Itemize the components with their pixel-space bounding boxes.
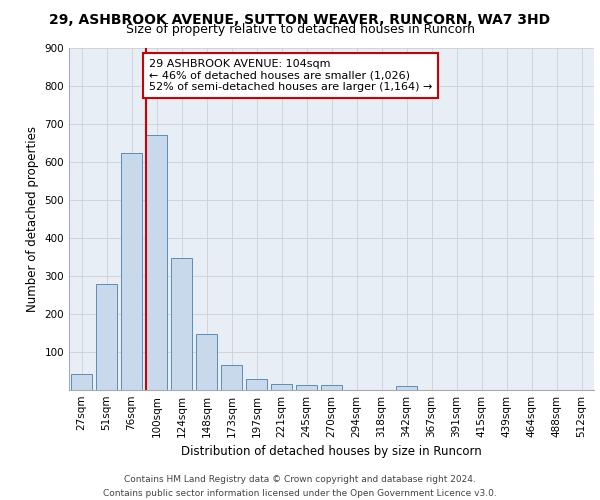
- Bar: [321, 386, 342, 390]
- Text: Contains HM Land Registry data © Crown copyright and database right 2024.
Contai: Contains HM Land Registry data © Crown c…: [103, 476, 497, 498]
- Bar: [146, 135, 167, 390]
- Text: Size of property relative to detached houses in Runcorn: Size of property relative to detached ho…: [125, 22, 475, 36]
- Bar: [196, 334, 217, 390]
- Text: 29, ASHBROOK AVENUE, SUTTON WEAVER, RUNCORN, WA7 3HD: 29, ASHBROOK AVENUE, SUTTON WEAVER, RUNC…: [49, 12, 551, 26]
- Bar: [221, 366, 242, 390]
- Y-axis label: Number of detached properties: Number of detached properties: [26, 126, 39, 312]
- Bar: [296, 386, 317, 390]
- Bar: [121, 154, 142, 390]
- Bar: [396, 386, 417, 390]
- Bar: [71, 374, 92, 390]
- Bar: [271, 384, 292, 390]
- Text: 29 ASHBROOK AVENUE: 104sqm
← 46% of detached houses are smaller (1,026)
52% of s: 29 ASHBROOK AVENUE: 104sqm ← 46% of deta…: [149, 59, 432, 92]
- Bar: [171, 258, 192, 390]
- Bar: [246, 380, 267, 390]
- X-axis label: Distribution of detached houses by size in Runcorn: Distribution of detached houses by size …: [181, 446, 482, 458]
- Bar: [96, 284, 117, 390]
